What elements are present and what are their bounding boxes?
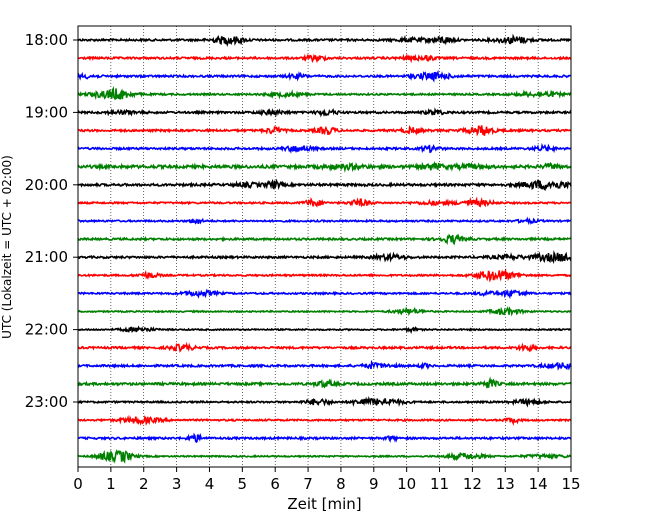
trace-2145 xyxy=(77,305,572,317)
y-axis-label: UTC (Lokalzeit = UTC + 02:00) xyxy=(0,155,14,339)
x-tick-label: 11 xyxy=(430,475,449,493)
trace-1930 xyxy=(77,142,572,154)
trace-2330 xyxy=(77,432,572,444)
y-tick-label: 21:00 xyxy=(25,248,68,266)
x-tick-label: 2 xyxy=(139,475,149,493)
trace-2345 xyxy=(77,448,572,464)
x-tick-label: 9 xyxy=(369,475,379,493)
trace-2000 xyxy=(77,178,572,191)
trace-2300 xyxy=(77,395,572,408)
y-tick-label: 18:00 xyxy=(25,31,68,49)
y-tick-label: 20:00 xyxy=(25,176,68,194)
x-axis-label: Zeit [min] xyxy=(287,495,361,513)
trace-1915 xyxy=(77,124,572,137)
x-tick-label: 10 xyxy=(397,475,416,493)
y-tick-label: 23:00 xyxy=(25,393,68,411)
x-tick-label: 5 xyxy=(238,475,248,493)
trace-1830 xyxy=(77,69,572,83)
x-tick-label: 7 xyxy=(303,475,313,493)
x-tick-label: 12 xyxy=(463,475,482,493)
x-tick-label: 14 xyxy=(529,475,548,493)
trace-1815 xyxy=(77,53,572,64)
trace-2200 xyxy=(77,325,572,335)
trace-2230 xyxy=(77,359,572,371)
x-tick-label: 3 xyxy=(172,475,182,493)
trace-2115 xyxy=(77,268,572,283)
x-tick-label: 0 xyxy=(73,475,83,493)
x-tick-label: 4 xyxy=(205,475,215,493)
trace-2030 xyxy=(78,216,572,226)
trace-2130 xyxy=(77,288,572,300)
x-axis: 0 1 2 3 4 5 6 7 8 9 10 11 12 13 14 15 xyxy=(73,467,581,493)
x-tick-label: 6 xyxy=(270,475,280,493)
x-tick-label: 1 xyxy=(106,475,116,493)
plot-frame xyxy=(77,25,572,468)
y-axis: 18:00 19:00 20:00 21:00 22:00 23:00 xyxy=(25,31,78,411)
trace-layer xyxy=(77,33,572,464)
x-tick-label: 15 xyxy=(561,475,580,493)
trace-2245 xyxy=(77,376,572,389)
trace-2215 xyxy=(77,341,572,353)
y-tick-label: 19:00 xyxy=(25,103,68,121)
trace-2315 xyxy=(77,414,572,427)
trace-1945 xyxy=(77,161,572,173)
trace-1800 xyxy=(77,33,572,48)
trace-2100 xyxy=(77,250,572,265)
trace-1845 xyxy=(77,85,572,101)
trace-1900 xyxy=(77,107,572,118)
x-tick-label: 13 xyxy=(496,475,515,493)
trace-2015 xyxy=(77,196,572,208)
x-tick-label: 8 xyxy=(336,475,346,493)
trace-2045 xyxy=(77,233,572,246)
y-tick-label: 22:00 xyxy=(25,321,68,339)
